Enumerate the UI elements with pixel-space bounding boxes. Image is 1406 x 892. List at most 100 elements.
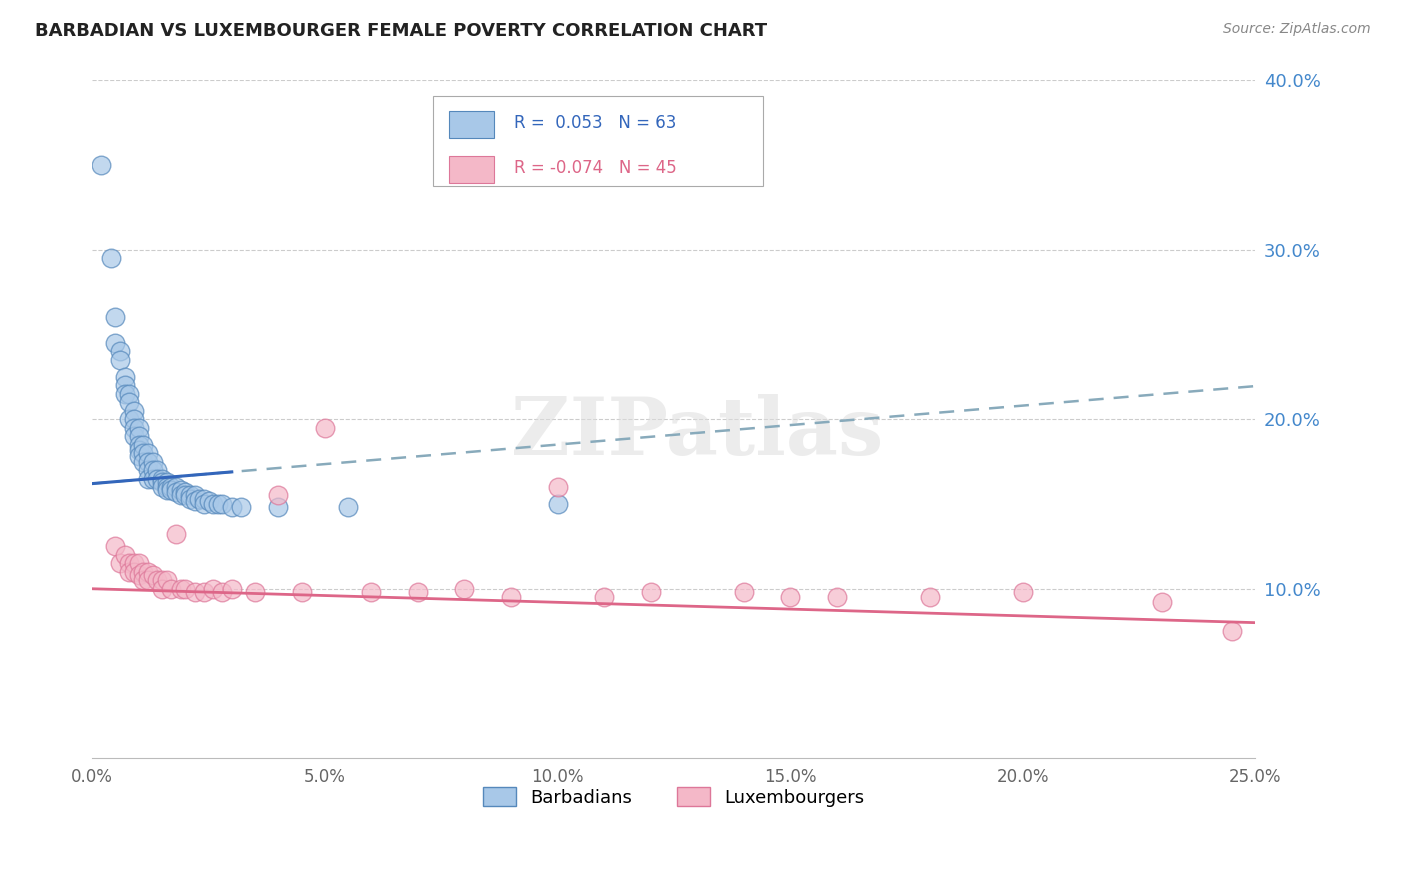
Point [221, 582, 243, 596]
Point [122, 412, 145, 426]
Point [165, 480, 187, 494]
Point [174, 582, 197, 596]
Point [146, 471, 169, 485]
Point [128, 442, 150, 457]
Point [174, 488, 197, 502]
Text: R =  0.053   N = 63: R = 0.053 N = 63 [515, 113, 676, 132]
Point [202, 497, 225, 511]
Point [202, 582, 225, 596]
Point [146, 463, 169, 477]
Point [193, 497, 215, 511]
Legend: Barbadians, Luxembourgers: Barbadians, Luxembourgers [477, 780, 872, 814]
Point [179, 491, 201, 506]
Text: R = -0.074   N = 45: R = -0.074 N = 45 [515, 159, 678, 178]
Point [593, 591, 616, 605]
Point [207, 497, 229, 511]
Point [132, 446, 155, 460]
Point [211, 585, 233, 599]
Point [128, 437, 150, 451]
Point [267, 500, 290, 515]
Point [188, 491, 211, 506]
Point [314, 420, 336, 434]
Point [547, 497, 569, 511]
Point [183, 493, 205, 508]
Point [118, 395, 141, 409]
Point [211, 497, 233, 511]
Point [122, 420, 145, 434]
Point [114, 378, 136, 392]
Point [150, 582, 173, 596]
Point [108, 352, 131, 367]
Point [142, 471, 165, 485]
Point [114, 369, 136, 384]
Point [128, 568, 150, 582]
Point [1011, 585, 1033, 599]
Point [132, 437, 155, 451]
Point [146, 574, 169, 588]
Point [267, 488, 290, 502]
Point [1220, 624, 1243, 639]
Point [108, 557, 131, 571]
Point [453, 582, 475, 596]
Point [104, 335, 127, 350]
Point [136, 565, 159, 579]
Point [118, 557, 141, 571]
Point [183, 488, 205, 502]
Point [169, 483, 191, 498]
Point [132, 565, 155, 579]
Text: ZIPatlas: ZIPatlas [510, 393, 883, 472]
FancyBboxPatch shape [433, 95, 763, 186]
Point [165, 485, 187, 500]
Point [122, 557, 145, 571]
Point [174, 485, 197, 500]
Point [160, 480, 183, 494]
Point [169, 488, 191, 502]
Point [128, 429, 150, 443]
Point [169, 582, 191, 596]
Point [136, 463, 159, 477]
Point [132, 454, 155, 468]
Point [160, 582, 183, 596]
Point [165, 527, 187, 541]
Point [100, 251, 122, 265]
Point [156, 483, 179, 498]
Point [733, 585, 755, 599]
Point [142, 454, 165, 468]
Point [290, 585, 312, 599]
Point [229, 500, 252, 515]
Point [118, 412, 141, 426]
Point [193, 491, 215, 506]
Point [156, 480, 179, 494]
Point [128, 420, 150, 434]
Point [150, 471, 173, 485]
Point [122, 565, 145, 579]
Point [1152, 595, 1174, 609]
Point [150, 475, 173, 489]
Point [122, 403, 145, 417]
Point [90, 158, 112, 172]
Point [150, 574, 173, 588]
Point [640, 585, 662, 599]
Point [221, 500, 243, 515]
Point [142, 463, 165, 477]
Point [104, 540, 127, 554]
Text: Source: ZipAtlas.com: Source: ZipAtlas.com [1223, 22, 1371, 37]
Point [142, 568, 165, 582]
Point [337, 500, 360, 515]
Point [128, 450, 150, 464]
Point [108, 344, 131, 359]
Point [156, 475, 179, 489]
Point [406, 585, 429, 599]
Point [104, 310, 127, 325]
Point [243, 585, 266, 599]
Point [547, 480, 569, 494]
Point [128, 557, 150, 571]
Point [825, 591, 848, 605]
Point [499, 591, 522, 605]
Point [150, 480, 173, 494]
Point [197, 493, 219, 508]
Point [179, 488, 201, 502]
Point [118, 386, 141, 401]
Point [918, 591, 941, 605]
Point [136, 454, 159, 468]
